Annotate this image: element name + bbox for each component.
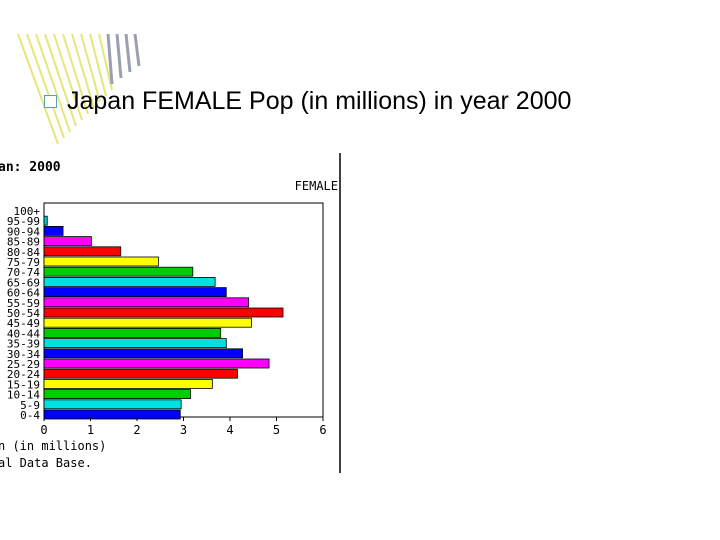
chart-svg: an: 2000 FEMALE 100+95-9990-9485-8980-84… <box>0 153 341 473</box>
age-label-20-24: 20-24 <box>7 368 40 381</box>
stripe-line <box>44 33 77 127</box>
bar-0-4 <box>43 409 181 420</box>
bar-55-59 <box>43 297 250 308</box>
bar-75-79 <box>43 256 159 267</box>
x-tick-label: 1 <box>87 423 94 437</box>
age-label-5-9: 5-9 <box>20 399 40 412</box>
age-label-40-44: 40-44 <box>7 327 40 340</box>
chart-country-year: an: 2000 <box>0 160 61 175</box>
stripe-line <box>80 33 101 103</box>
bar-90-94 <box>43 226 64 236</box>
x-tick-label: 2 <box>133 423 140 437</box>
age-label-80-84: 80-84 <box>7 246 40 259</box>
bar-35-39 <box>43 338 227 349</box>
age-label-35-39: 35-39 <box>7 338 40 351</box>
age-label-65-69: 65-69 <box>7 276 40 289</box>
age-label-0-4: 0-4 <box>20 409 40 422</box>
bar-40-44 <box>43 327 222 338</box>
stripe-line <box>35 33 71 133</box>
stripe-pattern <box>17 33 141 145</box>
age-label-70-74: 70-74 <box>7 266 40 279</box>
bar-45-49 <box>43 317 252 328</box>
slide-title: Japan FEMALE Pop (in millions) in year 2… <box>44 84 571 118</box>
age-label-100+: 100+ <box>14 205 41 218</box>
age-label-95-99: 95-99 <box>7 215 40 228</box>
bar-60-64 <box>43 287 227 298</box>
x-tick-label: 0 <box>40 423 47 437</box>
age-label-55-59: 55-59 <box>7 297 40 310</box>
bar-80-84 <box>43 246 122 257</box>
stripe-line <box>89 33 107 97</box>
slide-title-text: Japan FEMALE Pop (in millions) in year 2… <box>67 86 572 115</box>
age-label-25-29: 25-29 <box>7 358 40 371</box>
bar-85-89 <box>43 236 92 246</box>
bar-50-54 <box>43 307 284 318</box>
stripe-line <box>17 33 59 145</box>
x-tick-label: 3 <box>180 423 187 437</box>
bar-5-9 <box>43 399 182 410</box>
bar-70-74 <box>43 266 194 277</box>
bar-25-29 <box>43 358 270 369</box>
age-label-50-54: 50-54 <box>7 307 40 320</box>
population-pyramid-chart: an: 2000 FEMALE 100+ 95-99 90-94 85-89 80-84… <box>0 153 342 473</box>
stripe-line <box>133 33 141 67</box>
bar-10-14 <box>43 389 191 400</box>
stripe-line <box>106 33 114 85</box>
stripe-line <box>53 33 83 121</box>
stripe-line <box>26 33 65 139</box>
stripe-line <box>62 33 89 115</box>
x-tick-label: 4 <box>226 423 233 437</box>
age-label-60-64: 60-64 <box>7 287 40 300</box>
age-label-10-14: 10-14 <box>7 389 40 402</box>
chart-panel-label: FEMALE <box>295 179 338 193</box>
age-group-labels: 100+95-9990-9485-8980-8475-7970-7465-696… <box>7 205 40 422</box>
bullet-square-icon <box>44 94 57 108</box>
decorative-stripes <box>17 33 141 145</box>
bar-95-99 <box>43 215 48 226</box>
bar-group <box>43 215 284 420</box>
bar-15-19 <box>43 378 213 389</box>
age-label-90-94: 90-94 <box>7 225 40 238</box>
stripe-line <box>115 33 123 79</box>
chart-footer-units: n (in millions) <box>0 439 106 453</box>
chart-footer-source: al Data Base. <box>0 456 92 470</box>
bar-65-69 <box>43 277 216 287</box>
age-label-75-79: 75-79 <box>7 256 40 269</box>
stripe-line <box>124 33 132 73</box>
x-tick-label: 5 <box>273 423 280 437</box>
bar-30-34 <box>43 348 243 359</box>
age-label-85-89: 85-89 <box>7 236 40 249</box>
age-label-15-19: 15-19 <box>7 378 40 391</box>
age-label-30-34: 30-34 <box>7 348 40 361</box>
stripe-line <box>98 33 113 91</box>
age-label-45-49: 45-49 <box>7 317 40 330</box>
x-tick-label: 6 <box>319 423 326 437</box>
stripe-line <box>71 33 95 109</box>
x-tick-labels: 0 1 2 3 4 5 6 <box>40 417 327 437</box>
bar-20-24 <box>43 368 238 379</box>
